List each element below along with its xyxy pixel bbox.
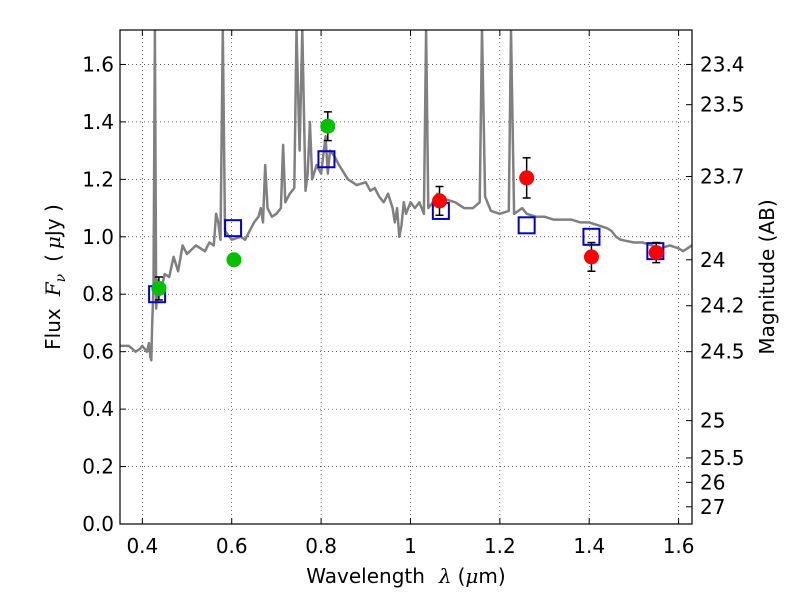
- observed-photometry-point: [432, 193, 448, 209]
- observed-photometry-point: [583, 249, 599, 265]
- y-tick-label: 1.0: [82, 225, 114, 249]
- y2-axis-label: Magnitude (AB): [755, 199, 779, 354]
- plot-frame: [119, 29, 693, 525]
- y2-tick-label: 24.2: [700, 294, 745, 318]
- y-tick-label: 0.8: [82, 282, 114, 306]
- x-axis-label: Wavelength λ (μm): [306, 564, 505, 588]
- y-tick-label: 1.4: [82, 110, 114, 134]
- x-tick-label: 1.6: [663, 534, 695, 558]
- y-tick-label: 1.2: [82, 167, 114, 191]
- y-axis-label: FluxFν(μJy ): [41, 204, 69, 350]
- y-tick-label: 0.2: [82, 455, 114, 479]
- series-layer: [120, 30, 692, 362]
- model-photometry-square: [517, 216, 536, 235]
- observed-photometry-point: [519, 170, 535, 186]
- y2-tick-label: 23.7: [700, 164, 745, 188]
- y-tick-label: 1.6: [82, 52, 114, 76]
- y2-tick-label: 25: [700, 409, 725, 433]
- model-photometry-square: [224, 219, 243, 238]
- x-tick-label: 1: [404, 534, 417, 558]
- y2-tick-label: 24: [700, 248, 725, 272]
- y2-tick-label: 24.5: [700, 340, 745, 364]
- y2-tick-label: 23.4: [700, 52, 745, 76]
- model-spectrum-line: [120, 30, 692, 362]
- y2-tick-label: 25.5: [700, 446, 745, 470]
- observed-photometry-point: [648, 245, 664, 261]
- y-tick-label: 0.4: [82, 397, 114, 421]
- x-tick-label: 0.8: [305, 534, 337, 558]
- x-tick-label: 1.4: [573, 534, 605, 558]
- y2-tick-label: 23.5: [700, 93, 745, 117]
- ticks: 0.4 0.6 0.8 1 1.2 1.4 1.6 0.0 0.2 0.4 0.6 0.8 1.0 1.2…: [82, 30, 745, 558]
- y2-tick-label: 27: [700, 495, 725, 519]
- observed-photometry-point: [226, 252, 242, 268]
- observed-photometry-point: [151, 280, 167, 296]
- y-tick-label: 0.6: [82, 340, 114, 364]
- x-tick-label: 0.4: [126, 534, 158, 558]
- plot-area: [120, 30, 692, 362]
- x-tick-label: 1.2: [484, 534, 516, 558]
- x-tick-label: 0.6: [216, 534, 248, 558]
- y2-tick-label: 26: [700, 470, 725, 494]
- model-photometry-square: [317, 150, 336, 169]
- observed-photometry-point: [320, 118, 336, 134]
- y-tick-label: 0.0: [82, 512, 114, 536]
